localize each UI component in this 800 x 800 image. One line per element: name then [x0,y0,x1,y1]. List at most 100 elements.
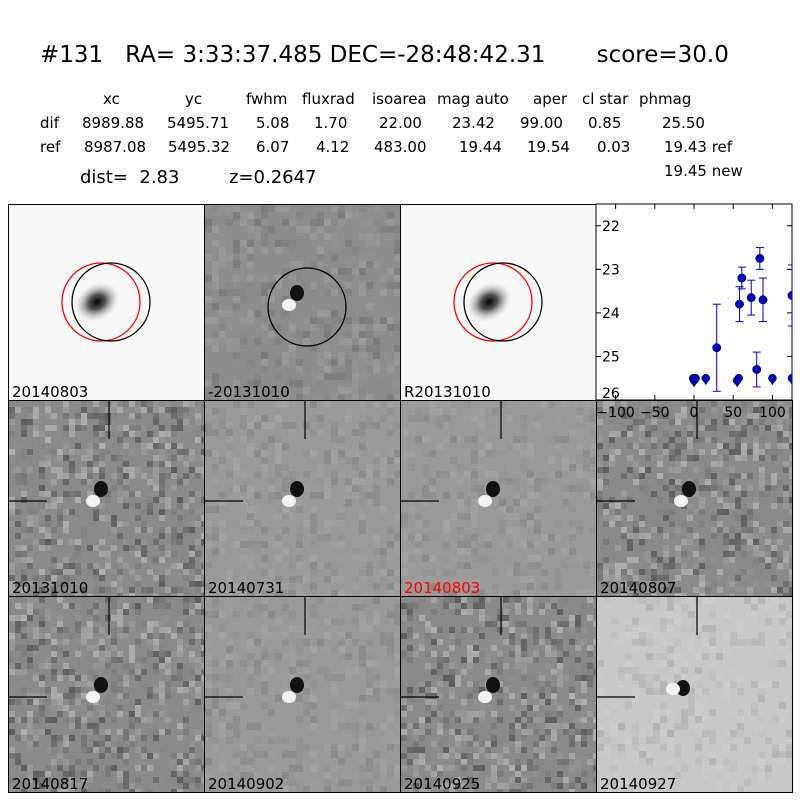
redshift-value: z=0.2647 [229,167,317,188]
data-point [787,291,792,300]
dif-isoarea: 22.00 [379,114,422,132]
stamp-image [9,597,204,792]
x-tick-label: 50 [724,405,742,421]
stamp-panel-20140902: 20140902 [204,596,401,793]
y-tick-label: 26 [602,386,620,402]
dif-xc: 8989.88 [82,114,145,132]
ref-xc: 8987.08 [84,138,147,156]
col-header-phmag: phmag [639,90,692,108]
ref-phmag: 19.43 ref [664,138,733,156]
col-header-cl-star: cl star [582,90,629,108]
upper-limit-point [701,373,711,383]
residual-bright [666,683,680,695]
x-tick-label: 100 [759,405,786,421]
ref-fluxrad: 4.12 [316,138,350,156]
ref-fwhm: 6.07 [256,138,290,156]
light-curve-chart: 22 23 24 25 26 −100 −50 0 50 100 [595,203,793,421]
x-tick-label: 0 [690,405,699,421]
residual-dark [676,680,690,696]
col-header-xc: xc [103,90,120,108]
phmag-new: 19.45 new [664,162,743,180]
col-header-yc: yc [185,90,203,108]
stamp-panel-20140803: 20140803 [400,400,597,597]
residual-bright [674,495,688,507]
stamp-image [205,597,400,792]
stamp-panel-20140807: 20140807 [596,400,793,597]
page-title: #131 RA= 3:33:37.485 DEC=-28:48:42.31 sc… [40,42,729,68]
residual-bright [86,495,100,507]
stamp-panel-20131010: 20131010 [8,400,205,597]
residual-bright [86,691,100,703]
residual-dark [290,677,304,693]
stamp-date-label: 20140925 [404,775,481,793]
residual-bright [282,691,296,703]
ref-isoarea: 483.00 [374,138,427,156]
stamp-date-label: 20140803 [12,383,89,401]
stamp-date-label: 20140927 [600,775,677,793]
stamp-date-label: R20131010 [404,383,491,401]
col-header-fwhm: fwhm [246,90,288,108]
upper-limit-point [734,373,743,383]
y-tick-label: 24 [602,306,620,322]
stamp-panel-20131010: -20131010 [204,204,401,401]
stamp-date-label: 20140731 [208,579,285,597]
stamp-date-label: 20140817 [12,775,89,793]
stamp-image [205,205,400,400]
row-label-dif: dif [40,114,59,132]
y-tick-label: 23 [602,262,620,278]
galaxy-blob [72,280,122,324]
data-point [735,299,744,309]
stamp-image [597,401,792,596]
detection-circle [267,267,347,347]
stamp-date-label: -20131010 [208,383,290,401]
stamp-panel-20140803: 20140803 [8,204,205,401]
dif-cl-star: 0.85 [588,114,622,132]
reference-circle [453,262,533,342]
light-curve-svg: 22 23 24 25 26 −100 −50 0 50 100 [595,203,793,421]
ref-cl-star: 0.03 [597,138,631,156]
upper-limit-point [691,373,700,383]
data-point [758,295,768,305]
ref-mag-auto: 19.44 [459,138,502,156]
stamp-image [9,205,204,400]
stamp-image [597,597,792,792]
dif-yc: 5495.71 [167,114,230,132]
data-point [755,253,765,263]
stamp-panel-R20131010: R20131010 [400,204,597,401]
y-tick-label: 25 [602,349,620,365]
col-header-fluxrad: fluxrad [302,90,355,108]
residual-bright [282,299,296,311]
x-tick-label: −100 [596,405,634,421]
dist-value: dist= 2.83 [80,167,180,188]
stamp-image [401,597,596,792]
dif-mag-auto: 23.42 [452,114,495,132]
residual-bright [478,495,492,507]
ref-aper: 19.54 [527,138,570,156]
dif-fluxrad: 1.70 [314,114,348,132]
data-point [752,365,762,374]
stamp-image [205,401,400,596]
detection-circle [71,262,151,342]
x-tick-label: −50 [640,405,670,421]
detection-circle [463,262,543,342]
data-point [712,343,722,353]
galaxy-blob [464,280,514,324]
stamp-panel-20140925: 20140925 [400,596,597,793]
residual-dark [486,481,500,497]
row-label-ref: ref [40,138,61,156]
col-header-aper: aper [533,90,568,108]
upper-limit-point [787,373,792,383]
upper-limit-point [768,373,777,383]
data-point [737,273,747,283]
dif-phmag: 25.50 [662,114,705,132]
reference-circle [61,262,141,342]
stamp-date-label: 20140803 [404,579,481,597]
stamp-panel-20140817: 20140817 [8,596,205,793]
residual-dark [682,481,696,497]
ref-yc: 5495.32 [168,138,231,156]
data-point [746,293,756,303]
col-header-isoarea: isoarea [372,90,427,108]
residual-dark [94,481,108,497]
stamp-image [9,401,204,596]
residual-dark [94,677,108,693]
